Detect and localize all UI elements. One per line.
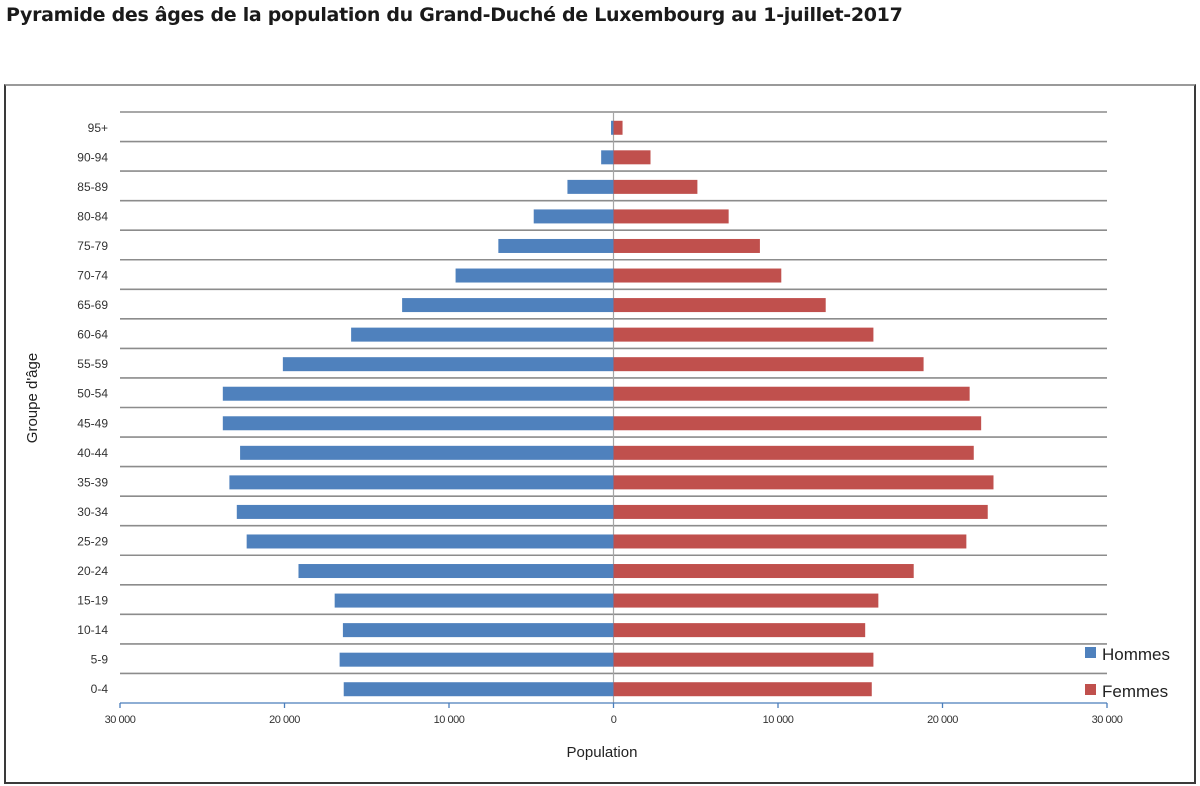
bar-hommes-50-54 bbox=[222, 386, 614, 401]
bar-hommes-45-49 bbox=[222, 416, 614, 431]
x-tick-label: 30 000 bbox=[105, 714, 136, 726]
bar-femmes-40-44 bbox=[613, 445, 974, 460]
bar-femmes-75-79 bbox=[613, 238, 760, 253]
bar-hommes-70-74 bbox=[455, 268, 614, 283]
bar-hommes-15-19 bbox=[334, 593, 614, 608]
bar-femmes-5-9 bbox=[613, 652, 874, 667]
category-labels: 95+ 90-94 85-89 80-84 75-79 70-74 65-69 60-64 55… bbox=[77, 121, 108, 696]
bar-femmes-10-14 bbox=[613, 623, 866, 638]
category-label: 80-84 bbox=[77, 209, 108, 223]
bar-femmes-90-94 bbox=[613, 150, 651, 165]
category-label: 90-94 bbox=[77, 150, 108, 164]
bar-hommes-20-24 bbox=[298, 564, 614, 579]
bar-femmes-80-84 bbox=[613, 209, 729, 224]
legend: Hommes Femmes bbox=[1085, 645, 1170, 701]
legend-swatch-femmes bbox=[1085, 684, 1096, 695]
category-label: 45-49 bbox=[77, 416, 108, 430]
bar-femmes-0-4 bbox=[613, 682, 872, 697]
category-label: 10-14 bbox=[77, 623, 108, 637]
gridlines bbox=[120, 111, 1107, 703]
category-label: 35-39 bbox=[77, 475, 108, 489]
legend-label-hommes: Hommes bbox=[1102, 645, 1170, 664]
bar-femmes-50-54 bbox=[613, 386, 970, 401]
bar-femmes-95+ bbox=[613, 120, 623, 135]
chart-frame bbox=[4, 84, 1196, 784]
category-label: 20-24 bbox=[77, 564, 108, 578]
category-label: 65-69 bbox=[77, 298, 108, 312]
bar-femmes-85-89 bbox=[613, 179, 698, 194]
bar-hommes-95+ bbox=[611, 120, 614, 135]
bar-hommes-85-89 bbox=[567, 179, 614, 194]
x-tick-label: 10 000 bbox=[434, 714, 465, 726]
category-label: 75-79 bbox=[77, 239, 108, 253]
bar-hommes-55-59 bbox=[282, 357, 614, 372]
category-label: 50-54 bbox=[77, 387, 108, 401]
bar-femmes-35-39 bbox=[613, 475, 994, 490]
bar-hommes-90-94 bbox=[601, 150, 614, 165]
category-label: 70-74 bbox=[77, 269, 108, 283]
x-tick-label: 20 000 bbox=[927, 714, 958, 726]
bar-hommes-60-64 bbox=[351, 327, 614, 342]
bar-femmes-20-24 bbox=[613, 564, 914, 579]
bar-hommes-5-9 bbox=[339, 652, 614, 667]
y-axis-label: Groupe d'âge bbox=[24, 353, 41, 443]
x-axis-label: Population bbox=[567, 744, 638, 761]
category-label: 40-44 bbox=[77, 446, 108, 460]
bar-femmes-65-69 bbox=[613, 298, 826, 313]
chart-title: Pyramide des âges de la population du Gr… bbox=[6, 4, 903, 26]
category-label: 25-29 bbox=[77, 534, 108, 548]
bar-femmes-70-74 bbox=[613, 268, 782, 283]
category-label: 95+ bbox=[88, 121, 108, 135]
x-tick-label: 10 000 bbox=[763, 714, 794, 726]
bar-femmes-55-59 bbox=[613, 357, 924, 372]
legend-swatch-hommes bbox=[1085, 647, 1096, 658]
bar-hommes-0-4 bbox=[343, 682, 614, 697]
bar-hommes-35-39 bbox=[229, 475, 614, 490]
bar-femmes-30-34 bbox=[613, 504, 988, 519]
bar-femmes-60-64 bbox=[613, 327, 874, 342]
bar-hommes-75-79 bbox=[498, 238, 614, 253]
bar-femmes-45-49 bbox=[613, 416, 982, 431]
bar-hommes-25-29 bbox=[246, 534, 614, 549]
bar-femmes-25-29 bbox=[613, 534, 967, 549]
bar-hommes-40-44 bbox=[240, 445, 614, 460]
x-axis: 30 000 20 000 10 000 0 10 000 20 000 30 000 bbox=[105, 702, 1123, 726]
category-label: 85-89 bbox=[77, 180, 108, 194]
legend-label-femmes: Femmes bbox=[1102, 682, 1168, 701]
category-label: 30-34 bbox=[77, 505, 108, 519]
bar-hommes-80-84 bbox=[533, 209, 614, 224]
category-label: 55-59 bbox=[77, 357, 108, 371]
category-label: 5-9 bbox=[91, 653, 109, 667]
bar-hommes-65-69 bbox=[402, 298, 614, 313]
x-tick-label: 0 bbox=[611, 714, 617, 726]
bar-hommes-30-34 bbox=[236, 504, 614, 519]
category-label: 0-4 bbox=[91, 682, 109, 696]
bar-hommes-10-14 bbox=[342, 623, 614, 638]
x-tick-label: 30 000 bbox=[1092, 714, 1123, 726]
category-label: 15-19 bbox=[77, 594, 108, 608]
bars bbox=[222, 120, 994, 697]
category-label: 60-64 bbox=[77, 328, 108, 342]
bar-femmes-15-19 bbox=[613, 593, 879, 608]
x-tick-label: 20 000 bbox=[269, 714, 300, 726]
